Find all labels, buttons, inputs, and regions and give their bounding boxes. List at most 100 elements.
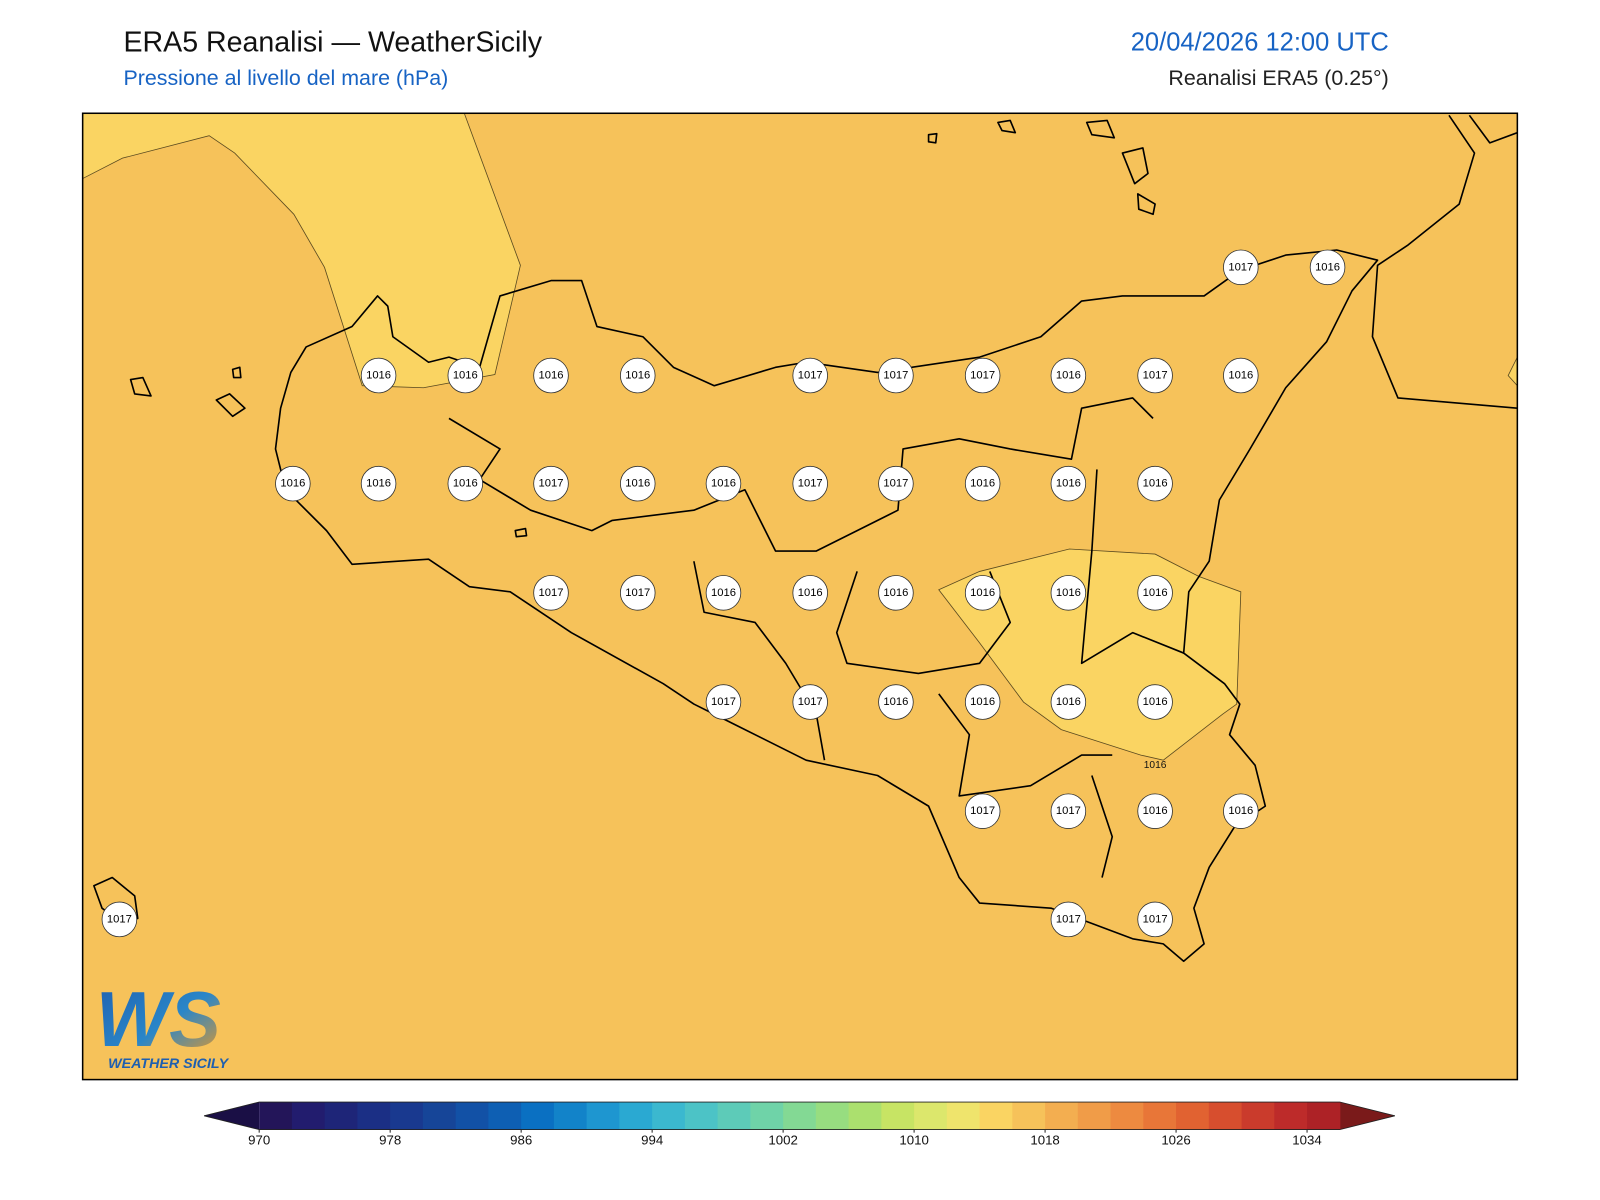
station-marker	[1223, 249, 1259, 286]
map-frame	[81, 112, 1519, 1081]
station-value: 1017	[798, 696, 823, 708]
station: 1017	[792, 465, 828, 502]
station: 1016	[447, 357, 484, 394]
station-value: 1016	[453, 478, 478, 490]
station: 1017	[533, 465, 569, 502]
station: 1016	[878, 575, 914, 611]
station-marker	[878, 357, 914, 394]
station-value: 1016	[1056, 696, 1081, 708]
station-marker	[1050, 684, 1087, 720]
station-marker	[1050, 465, 1087, 502]
station-value: 1016	[1056, 369, 1081, 381]
station: 1016	[1137, 575, 1173, 611]
station-value: 1016	[1315, 261, 1340, 273]
station: 1017	[964, 357, 1001, 394]
colorbar-tick-label: 978	[379, 1132, 401, 1147]
colorbar-bin	[979, 1102, 1013, 1130]
station-value: 1017	[1056, 805, 1081, 817]
station-marker	[792, 575, 828, 611]
colorbar-bin	[488, 1102, 522, 1130]
colorbar-bin	[422, 1102, 457, 1130]
station-marker	[533, 357, 569, 394]
province-border	[448, 397, 1184, 878]
station: 1016	[964, 465, 1001, 502]
station: 1017	[620, 575, 656, 611]
station-value: 1017	[970, 369, 995, 381]
station: 1016	[964, 575, 1001, 611]
station-marker	[964, 793, 1001, 829]
colorbar-bin	[619, 1102, 653, 1130]
station-value: 1017	[625, 587, 650, 599]
station-marker	[964, 575, 1001, 611]
station-value: 1017	[883, 369, 908, 381]
colorbar-extend-high	[1339, 1102, 1395, 1130]
colorbar-bin	[652, 1102, 686, 1130]
station-marker	[447, 465, 484, 502]
station: 1016	[620, 465, 656, 502]
station-value: 1017	[798, 478, 823, 490]
station: 1017	[964, 793, 1001, 829]
station-marker	[533, 575, 569, 611]
colorbar-tick-label: 1018	[1030, 1132, 1059, 1147]
contour-area	[1507, 356, 1518, 387]
station-value: 1016	[711, 478, 736, 490]
station: 1017	[533, 575, 569, 611]
station-marker	[964, 357, 1001, 394]
station-marker	[964, 684, 1001, 720]
map: 1017 1016 1016 1016 1016 1016 1017 1017 1017 1016…	[82, 113, 1518, 1080]
station: 1016	[705, 465, 742, 502]
station-marker	[620, 465, 656, 502]
station: 1017	[792, 357, 828, 394]
station-value: 1017	[798, 369, 823, 381]
station: 1017	[101, 901, 138, 938]
station-marker	[705, 575, 742, 611]
station: 1017	[792, 684, 828, 720]
colorbar-bin	[783, 1102, 817, 1130]
colorbar-bin	[1110, 1102, 1144, 1130]
title: ERA5 Reanalisi — WeatherSicily	[123, 26, 542, 58]
station-value: 1017	[711, 696, 736, 708]
station-value: 1017	[1228, 261, 1253, 273]
station: 1016	[878, 684, 914, 720]
station-marker	[1137, 684, 1173, 720]
colorbar-bin	[750, 1102, 784, 1130]
station-marker	[1137, 357, 1173, 394]
station-value: 1016	[1056, 478, 1081, 490]
station: 1016	[792, 575, 828, 611]
logo-mark: WS	[96, 977, 221, 1063]
station: 1016	[1050, 575, 1087, 611]
station-marker	[533, 465, 569, 502]
colorbar-bin	[1143, 1102, 1177, 1130]
station-value: 1017	[1143, 913, 1168, 925]
colorbar-bin	[291, 1102, 326, 1130]
colorbar-bin	[1208, 1102, 1243, 1130]
colorbar-bin	[717, 1102, 751, 1130]
station-value: 1017	[1143, 369, 1168, 381]
station: 1017	[705, 684, 742, 720]
station-value: 1017	[970, 805, 995, 817]
colorbar-bin	[521, 1102, 555, 1130]
station-value: 1016	[1228, 369, 1253, 381]
station: 1016	[620, 357, 656, 394]
coastline	[1468, 114, 1518, 144]
colorbar-bin	[881, 1102, 915, 1130]
colorbar-tick-label: 1026	[1161, 1132, 1190, 1147]
coastline	[274, 249, 1379, 963]
station-value: 1016	[970, 478, 995, 490]
station-marker	[1050, 793, 1087, 829]
contour-area	[82, 113, 521, 389]
station-marker	[878, 575, 914, 611]
station-value: 1016	[1143, 805, 1168, 817]
station-value: 1016	[798, 587, 823, 599]
station: 1017	[878, 357, 914, 394]
station-value: 1016	[1228, 805, 1253, 817]
colorbar-bin	[684, 1102, 719, 1130]
station: 1016	[1223, 793, 1259, 829]
colorbar-bin	[390, 1102, 424, 1130]
colorbar-bin	[1045, 1102, 1079, 1130]
station-value: 1016	[366, 478, 391, 490]
station: 1017	[1050, 793, 1087, 829]
station: 1016	[964, 684, 1001, 720]
